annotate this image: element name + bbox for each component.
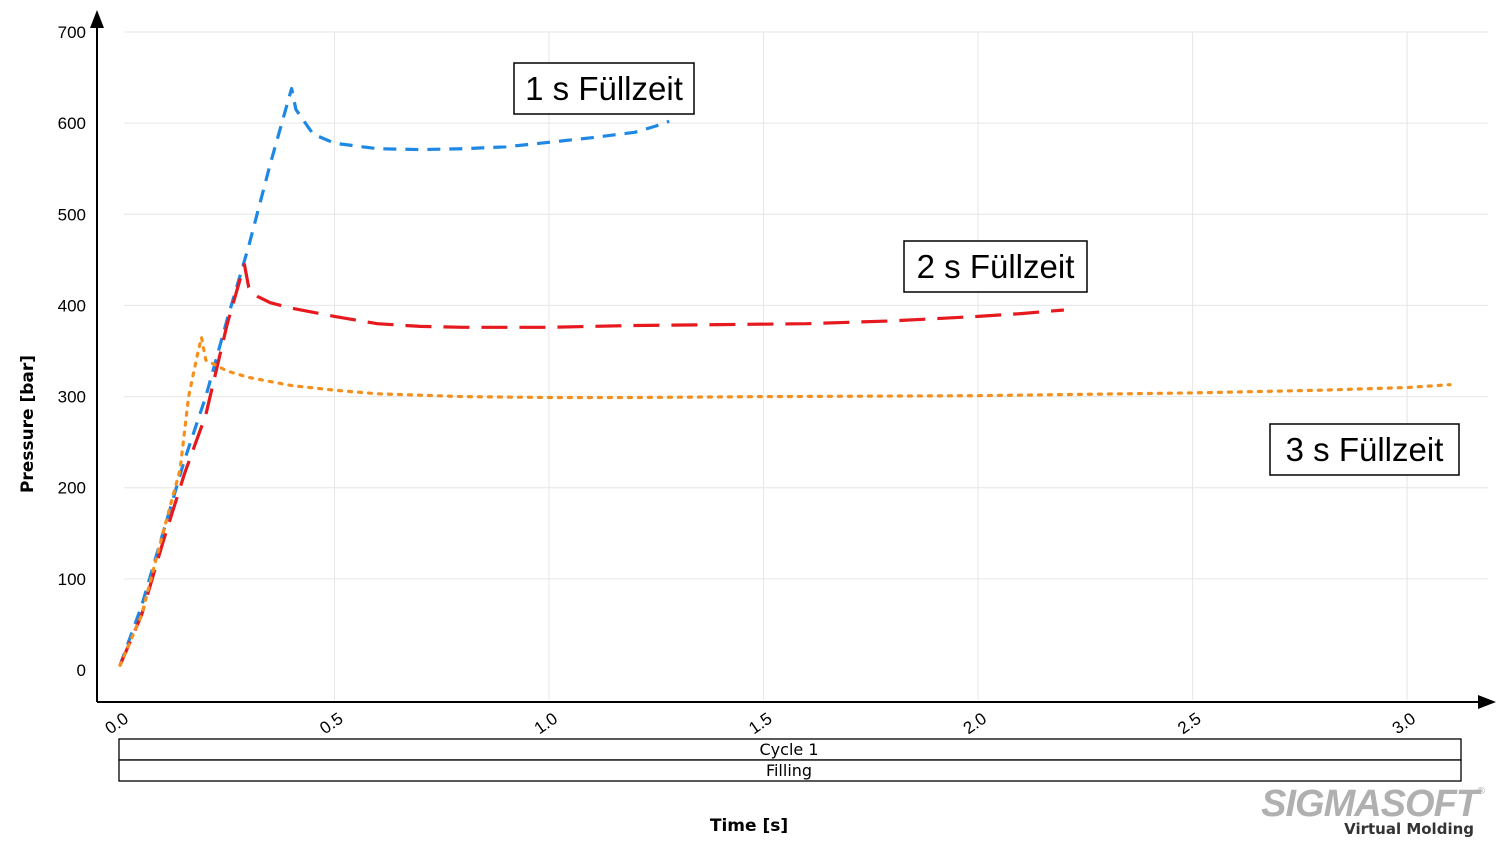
x-tick-labels: 0.0 0.5 1.0 1.5 2.0 2.5 3.0 xyxy=(102,709,1419,738)
annotations: 1 s Füllzeit 2 s Füllzeit 3 s Füllzeit xyxy=(513,62,1460,476)
x-axis-title: Time [s] xyxy=(710,816,788,836)
annotation-label: 2 s Füllzeit xyxy=(917,248,1075,285)
filling-bar-label: Filling xyxy=(766,761,812,780)
data-series xyxy=(118,86,1452,667)
sigmasoft-logo: SIGMASOFT ® Virtual Molding xyxy=(1261,783,1486,838)
x-tick-label: 2.0 xyxy=(960,709,990,738)
y-tick-label: 500 xyxy=(58,205,86,224)
annotation-label: 1 s Füllzeit xyxy=(525,70,683,107)
y-tick-label: 700 xyxy=(58,23,86,42)
y-tick-label: 300 xyxy=(58,388,86,407)
logo-tagline: Virtual Molding xyxy=(1344,820,1474,838)
annotation-label: 3 s Füllzeit xyxy=(1286,431,1444,468)
filling-bar xyxy=(118,759,1462,782)
x-tick-label: 2.5 xyxy=(1174,709,1204,738)
x-axis-arrow xyxy=(1478,695,1496,709)
y-axis-arrow xyxy=(90,10,104,28)
y-tick-labels: 0 100 200 300 400 500 600 700 xyxy=(58,23,86,680)
timeline-bars: Cycle 1 Filling xyxy=(118,738,1462,782)
x-tick-label: 0.5 xyxy=(316,709,346,738)
cycle-bar-label: Cycle 1 xyxy=(760,740,819,759)
annotation-box xyxy=(903,240,1088,293)
annotation-box xyxy=(1269,423,1460,476)
y-tick-label: 400 xyxy=(58,296,86,315)
y-tick-label: 600 xyxy=(58,114,86,133)
series-line-2 xyxy=(118,262,1065,667)
logo-brand: SIGMASOFT xyxy=(1261,783,1482,825)
annotation-box xyxy=(513,62,695,115)
x-tick-label: 0.0 xyxy=(102,709,132,738)
x-tick-label: 1.0 xyxy=(531,709,561,738)
x-tick-label: 1.5 xyxy=(745,709,775,738)
y-tick-label: 0 xyxy=(77,661,86,680)
axes xyxy=(90,10,1496,709)
y-tick-label: 100 xyxy=(58,570,86,589)
x-tick-label: 3.0 xyxy=(1389,709,1419,738)
grid-lines xyxy=(124,31,1488,700)
y-axis-title: Pressure [bar] xyxy=(18,355,38,493)
logo-registered: ® xyxy=(1476,786,1486,797)
y-tick-label: 200 xyxy=(58,479,86,498)
series-line-3 xyxy=(118,335,1452,667)
